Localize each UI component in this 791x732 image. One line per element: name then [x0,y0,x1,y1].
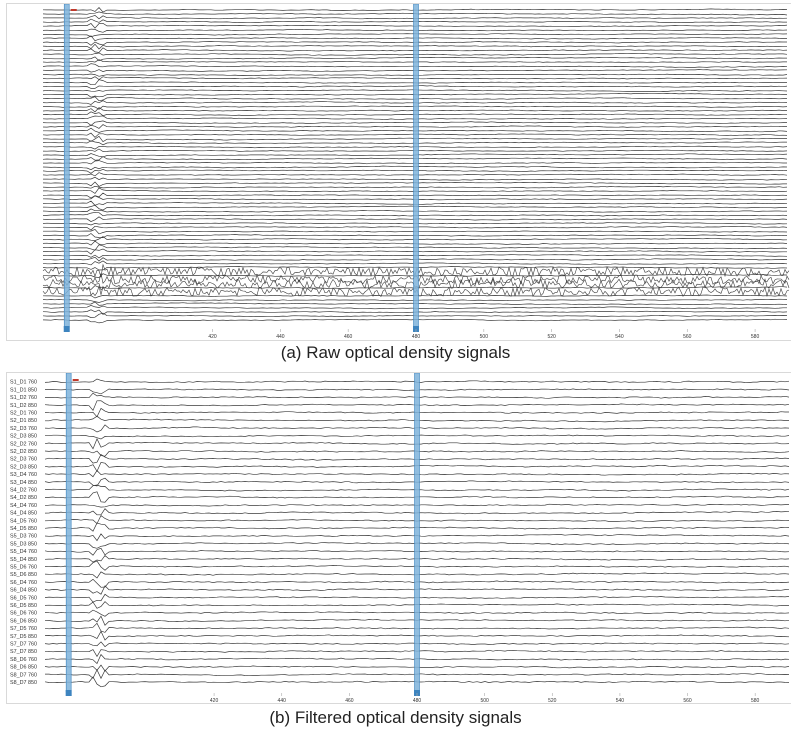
x-tick-label: 560 [683,698,692,703]
filtered-signals-chart: S1_D1 760 S1_D1 850 S1_D2 760 S1_D2 850 S2_D… [6,372,791,704]
channel-label: S2_D3 850 [10,434,37,440]
channel-label: S7_D5 760 [10,626,37,632]
channel-label: S2_D1 760 [10,411,37,417]
raw-signals-plot: 420440460480500520540560580Time (s) [42,4,790,340]
channel-label: S2_D3 760 [10,457,37,463]
x-tick-label: 520 [548,698,557,703]
channel-label: S4_D5 850 [10,526,37,532]
x-tick-label: 480 [412,334,421,340]
channel-label: S1_D1 760 [10,380,37,386]
channel-label: S6_D4 850 [10,588,37,594]
channel-label: S2_D3 850 [10,464,37,470]
x-tick-label: 580 [751,698,760,703]
channel-label: S1_D1 850 [10,387,37,393]
channel-label: S6_D5 760 [10,595,37,601]
channel-label: S5_D4 760 [10,549,37,555]
channel-label: S2_D2 760 [10,441,37,447]
event-flag [72,379,79,381]
channel-label: S2_D3 760 [10,426,37,432]
channel-label: S7_D7 850 [10,649,37,655]
channel-label: S4_D4 760 [10,503,37,509]
channel-label: S5_D6 760 [10,565,37,571]
x-tick-label: 540 [616,698,625,703]
channel-label: S6_D6 850 [10,618,37,624]
channel-label: S8_D6 760 [10,657,37,663]
x-tick-label: 440 [276,334,285,340]
channel-label: S5_D3 850 [10,541,37,547]
channel-label: S1_D2 850 [10,403,37,409]
channel-label: S1_D2 760 [10,395,37,401]
channel-label: S7_D5 850 [10,634,37,640]
channel-label: S5_D3 760 [10,534,37,540]
channel-label: S5_D4 850 [10,557,37,563]
event-flag [70,9,77,11]
channel-label: S6_D5 850 [10,603,37,609]
channel-label: S5_D6 850 [10,572,37,578]
channel-label: S8_D7 850 [10,680,37,686]
x-tick-label: 520 [547,334,556,340]
channel-label: S2_D2 850 [10,449,37,455]
event-marker [413,4,419,329]
raw-signals-chart: 420440460480500520540560580Time (s) [6,3,791,341]
channel-label: S8_D6 850 [10,665,37,671]
event-marker-tag [63,326,70,332]
channel-label: S7_D7 760 [10,642,37,648]
x-tick-label: 500 [480,698,489,703]
x-tick-label: 460 [345,698,354,703]
x-tick-label: 420 [208,334,217,340]
channel-label: S2_D1 850 [10,418,37,424]
event-marker [65,373,72,693]
channel-label: S4_D2 850 [10,495,37,501]
caption-raw: (a) Raw optical density signals [280,343,511,362]
channel-label: S3_D4 850 [10,480,37,486]
event-marker [63,4,70,329]
x-tick-label: 560 [683,334,692,340]
channel-label: S4_D5 760 [10,518,37,524]
x-tick-label: 540 [615,334,624,340]
event-marker [414,373,420,693]
channel-label: S4_D4 850 [10,511,37,517]
channel-label: S3_D4 760 [10,472,37,478]
event-marker-tag [65,690,72,696]
caption-filtered: (b) Filtered optical density signals [269,708,522,727]
x-tick-label: 500 [480,334,489,340]
x-tick-label: 420 [210,698,219,703]
x-tick-label: 580 [751,334,760,340]
x-tick-label: 480 [413,698,422,703]
channel-label: S6_D4 760 [10,580,37,586]
channel-label: S6_D6 760 [10,611,37,617]
channel-label: S4_D2 760 [10,488,37,494]
channel-label: S8_D7 760 [10,672,37,678]
x-tick-label: 440 [278,698,287,703]
x-tick-label: 460 [344,334,353,340]
